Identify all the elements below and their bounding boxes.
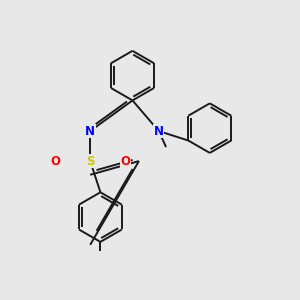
Text: N: N [154, 124, 164, 137]
Text: O: O [50, 154, 60, 168]
Text: N: N [85, 124, 95, 137]
Text: O: O [120, 154, 130, 168]
Text: S: S [86, 154, 94, 168]
